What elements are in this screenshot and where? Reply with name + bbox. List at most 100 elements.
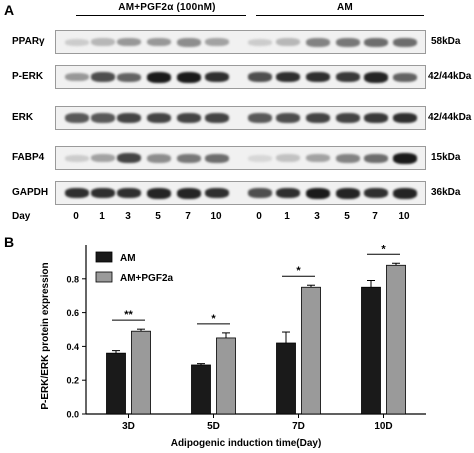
blot-band xyxy=(393,37,417,47)
blot-band xyxy=(177,113,201,123)
blot-band xyxy=(205,72,229,82)
bar-am-pgf2a xyxy=(386,264,406,415)
blot-label-pparg: PPARγ xyxy=(12,36,45,47)
blot-band xyxy=(177,37,201,47)
y-axis-title: P-ERK/ERK protein expression xyxy=(40,262,51,409)
blot-band xyxy=(65,154,89,162)
blot-band xyxy=(147,38,171,46)
lane-label: 7 xyxy=(372,211,378,222)
blot-band xyxy=(393,152,417,164)
blot-band xyxy=(117,38,141,46)
x-tick-label: 7D xyxy=(292,421,305,432)
blot-band xyxy=(248,154,272,162)
blot-band xyxy=(91,38,115,46)
blot-band xyxy=(91,188,115,198)
blot-band xyxy=(393,113,417,123)
blot-band xyxy=(91,154,115,162)
blot-band xyxy=(336,153,360,163)
blot-band xyxy=(306,154,330,162)
lane-label: 1 xyxy=(99,211,105,222)
significance-marker: * xyxy=(296,265,301,277)
blot-band xyxy=(248,38,272,46)
blot-band xyxy=(336,37,360,47)
mw-erk: 42/44kDa xyxy=(428,112,472,123)
blot-band xyxy=(276,72,300,82)
lane-label: 3 xyxy=(314,211,320,222)
blot-band xyxy=(117,188,141,198)
blot-band xyxy=(276,154,300,162)
blot-erk xyxy=(55,106,426,130)
y-tick-label: 0.4 xyxy=(66,342,79,352)
blot-band xyxy=(117,113,141,123)
blot-band xyxy=(65,38,89,46)
lane-label: 10 xyxy=(210,211,222,222)
bar-am xyxy=(361,286,381,415)
lane-label: 5 xyxy=(155,211,161,222)
blot-band xyxy=(205,38,229,46)
blot-band xyxy=(65,188,89,198)
bar-am-pgf2a xyxy=(216,337,236,415)
lane-label: 3 xyxy=(125,211,131,222)
blot-band xyxy=(117,153,141,163)
legend-label: AM+PGF2a xyxy=(120,273,174,284)
blot-band xyxy=(147,113,171,123)
lane-label: 7 xyxy=(185,211,191,222)
blot-band xyxy=(276,38,300,46)
significance-marker: * xyxy=(211,313,216,325)
group-line-pgf2a xyxy=(76,15,246,16)
lane-label: 1 xyxy=(284,211,290,222)
group-line-am xyxy=(256,15,424,16)
blot-band xyxy=(248,113,272,123)
blot-label-gapdh: GAPDH xyxy=(12,187,49,198)
x-tick-label: 3D xyxy=(122,421,135,432)
blot-band xyxy=(177,187,201,199)
significance-marker: ** xyxy=(124,309,133,321)
y-tick-label: 0.8 xyxy=(66,274,79,284)
blot-gapdh xyxy=(55,181,426,205)
blot-label-fabp4: FABP4 xyxy=(12,152,45,163)
group-label-am: AM xyxy=(337,2,353,13)
blot-band xyxy=(177,153,201,163)
blot-band xyxy=(147,153,171,163)
blot-band xyxy=(306,113,330,123)
y-tick-label: 0.2 xyxy=(66,376,79,386)
blot-band xyxy=(205,113,229,123)
blot-band xyxy=(364,71,388,83)
blot-band xyxy=(248,72,272,82)
blot-band xyxy=(393,187,417,199)
group-label-pgf2a: AM+PGF2α (100nM) xyxy=(118,2,216,13)
blot-band xyxy=(248,188,272,198)
mw-fabp4: 15kDa xyxy=(431,152,461,163)
blot-band xyxy=(336,72,360,82)
blot-band xyxy=(306,187,330,199)
blot-band xyxy=(364,188,388,198)
lane-label: 0 xyxy=(256,211,262,222)
blot-pparg xyxy=(55,30,426,54)
bar-am xyxy=(191,364,211,415)
blot-band xyxy=(65,113,89,123)
blot-band xyxy=(364,37,388,47)
blot-perk xyxy=(55,65,426,89)
mw-pparg: 58kDa xyxy=(431,36,461,47)
blot-band xyxy=(177,71,201,83)
x-tick-label: 10D xyxy=(374,421,392,432)
bar-am-pgf2a xyxy=(301,286,321,415)
y-tick-label: 0.6 xyxy=(66,308,79,318)
chart-marks: 0.0 0.2 0.4 0.6 0.8 3D ** 5D * 7D * 10D * AM AM+PGF2a xyxy=(66,243,426,432)
legend-label: AM xyxy=(120,253,136,264)
significance-marker: * xyxy=(381,243,386,255)
blot-band xyxy=(147,71,171,83)
blot-band xyxy=(205,153,229,163)
blot-band xyxy=(205,188,229,198)
blot-label-erk: ERK xyxy=(12,112,34,123)
blot-band xyxy=(393,72,417,82)
y-tick-label: 0.0 xyxy=(66,410,79,420)
blot-band xyxy=(306,37,330,47)
x-axis-title: Adipogenic induction time(Day) xyxy=(171,438,322,449)
lane-label: 0 xyxy=(73,211,79,222)
blot-band xyxy=(336,113,360,123)
mw-perk: 42/44kDa xyxy=(428,71,472,82)
blot-band xyxy=(147,187,171,199)
bar-am xyxy=(276,342,296,415)
